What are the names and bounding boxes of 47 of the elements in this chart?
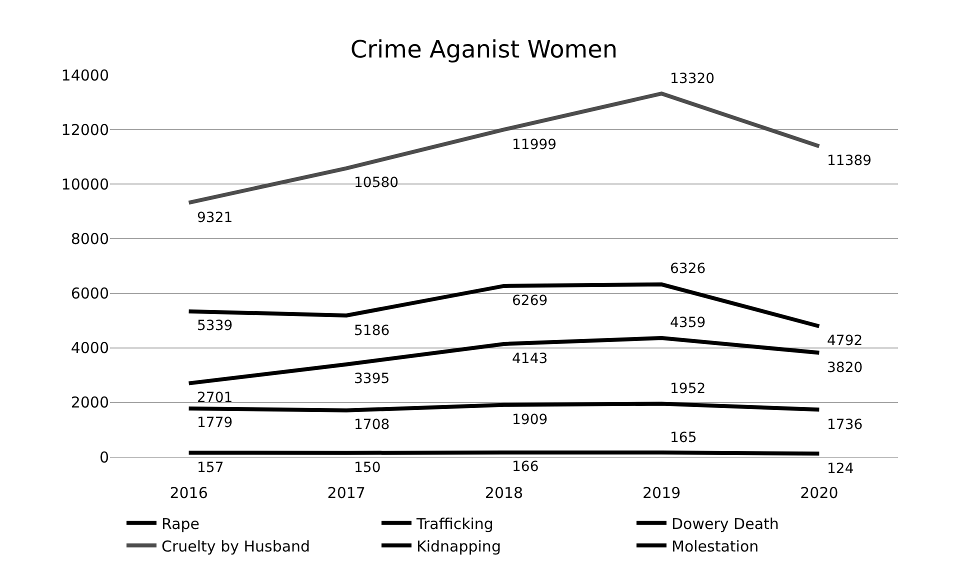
x-tick-label: 2017: [327, 484, 366, 502]
legend-label: Kidnapping: [416, 537, 501, 556]
data-label: 2701: [197, 390, 233, 406]
data-label: 3395: [354, 371, 390, 387]
y-tick-label: 0: [99, 448, 109, 466]
data-label: 1952: [670, 381, 706, 397]
data-label: 124: [827, 461, 854, 477]
data-label: 1736: [827, 417, 863, 433]
data-label: 3820: [827, 360, 863, 376]
data-label: 10580: [354, 175, 399, 191]
y-tick-label: 2000: [70, 394, 109, 412]
data-label: 11999: [512, 137, 557, 153]
data-label: 157: [197, 460, 224, 476]
data-label: 6326: [670, 261, 706, 277]
x-tick-label: 2019: [642, 484, 681, 502]
line-series: [186, 92, 822, 205]
data-label: 165: [670, 430, 697, 446]
data-label: 1708: [354, 417, 390, 433]
legend-label: Rape: [162, 514, 200, 533]
y-tick-label: 6000: [70, 284, 109, 303]
y-tick-label: 8000: [70, 230, 109, 248]
y-tick-label: 14000: [61, 66, 109, 84]
data-label: 5339: [197, 318, 233, 334]
data-label: 4143: [512, 351, 548, 367]
legend-label: Molestation: [672, 537, 759, 556]
x-tick-label: 2016: [170, 484, 208, 502]
y-tick-label: 4000: [70, 339, 109, 358]
data-label: 13320: [670, 71, 715, 87]
data-label: 11389: [827, 153, 872, 169]
x-tick-label: 2020: [800, 484, 838, 502]
data-label: 4792: [827, 333, 863, 349]
data-label: 6269: [512, 293, 548, 309]
legend-label: Dowery Death: [672, 514, 779, 533]
data-label: 166: [512, 459, 539, 475]
data-label: 5186: [354, 323, 390, 339]
x-tick-label: 2018: [484, 484, 524, 502]
data-label: 1779: [197, 415, 233, 431]
y-tick-label: 10000: [61, 175, 109, 194]
line-series: [186, 402, 822, 412]
y-tick-label: 12000: [61, 120, 109, 139]
data-label: 150: [354, 460, 381, 476]
chart-title: Crime Aganist Women: [350, 36, 618, 64]
legend-label: Cruelty by Husband: [162, 537, 310, 556]
data-label: 9321: [197, 210, 233, 226]
legend-label: Trafficking: [416, 514, 494, 533]
data-label: 1909: [512, 412, 548, 428]
data-label: 4359: [670, 315, 706, 331]
